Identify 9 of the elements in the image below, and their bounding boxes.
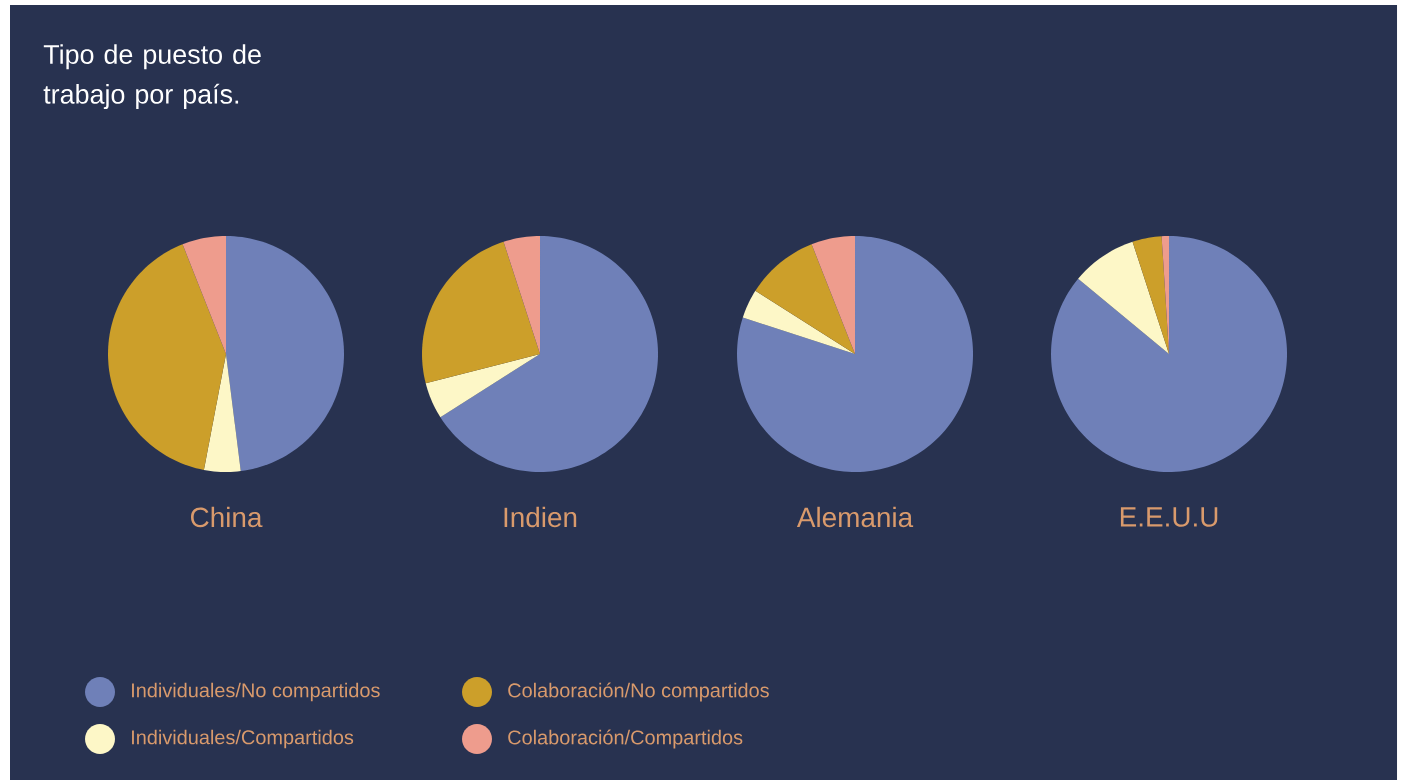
legend-label: Colaboración/Compartidos xyxy=(508,729,743,749)
legend-label: Colaboración/No compartidos xyxy=(508,682,769,702)
text: E.E.U.U xyxy=(1120,507,1218,527)
text: China xyxy=(190,506,263,528)
text: Indien xyxy=(504,506,577,528)
text: Alemania xyxy=(796,506,914,528)
legend-label: Individuales/No compartidos xyxy=(132,682,380,702)
legend-label: Individuales/Compartidos xyxy=(132,729,354,749)
chart-title: Tipo de puesto de trabajo por país. xyxy=(43,44,261,110)
